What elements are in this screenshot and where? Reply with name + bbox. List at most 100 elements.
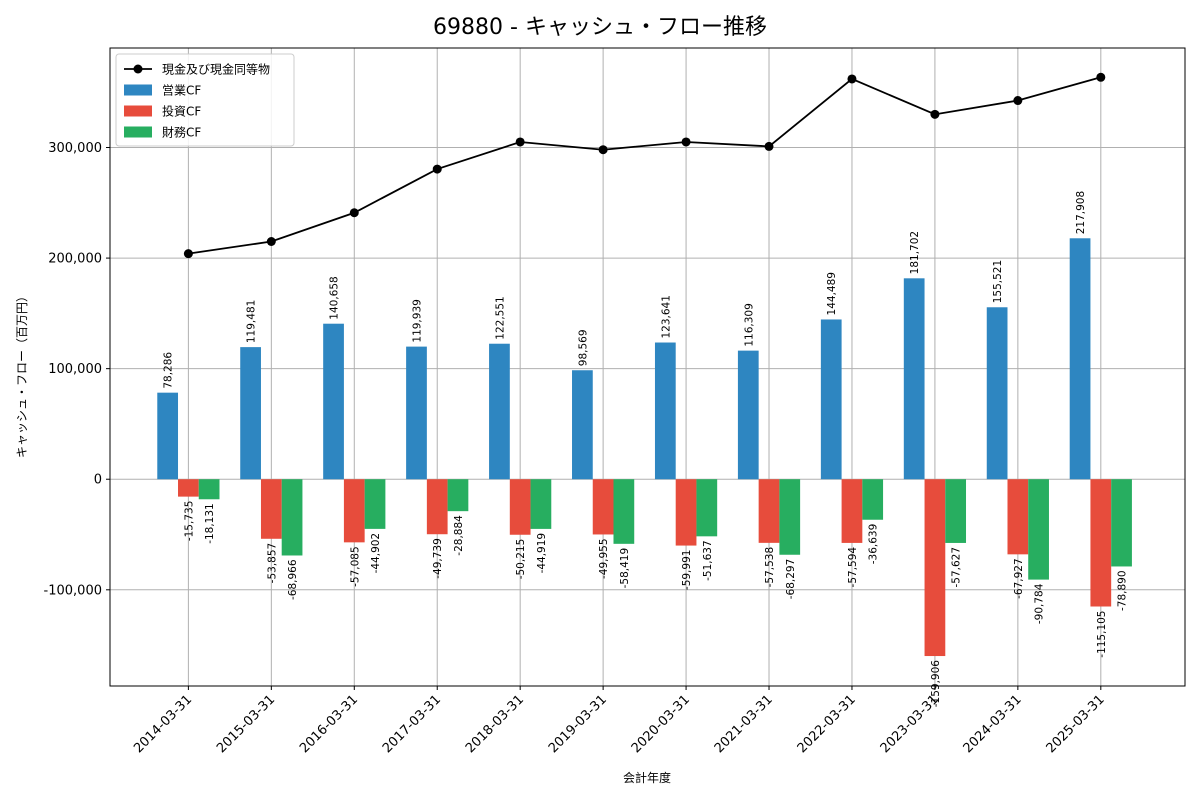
line-point-2022-03-31 bbox=[847, 74, 857, 84]
bar-投資CF-2017-03-31 bbox=[426, 479, 448, 535]
data-label: -49,739 bbox=[432, 538, 444, 579]
data-label: -28,884 bbox=[453, 515, 465, 556]
line-point-2018-03-31 bbox=[515, 137, 525, 147]
x-tick-label: 2018-03-31 bbox=[463, 692, 527, 756]
data-label: -59,991 bbox=[681, 550, 693, 591]
bar-営業CF-2024-03-31 bbox=[986, 307, 1008, 480]
line-point-2016-03-31 bbox=[349, 208, 359, 218]
line-point-2023-03-31 bbox=[930, 109, 940, 119]
line-point-2025-03-31 bbox=[1096, 72, 1106, 82]
cash-line bbox=[183, 72, 1106, 259]
bar-投資CF-2015-03-31 bbox=[260, 479, 282, 539]
data-label: -159,906 bbox=[930, 660, 942, 708]
data-label: -115,105 bbox=[1096, 611, 1108, 658]
bar-営業CF-2021-03-31 bbox=[737, 350, 759, 480]
bar-営業CF-2017-03-31 bbox=[406, 346, 427, 480]
data-label: -51,637 bbox=[702, 540, 714, 581]
grid bbox=[110, 48, 1185, 686]
bar-投資CF-2021-03-31 bbox=[758, 479, 780, 543]
data-label: 181,702 bbox=[909, 231, 921, 274]
data-label: 116,309 bbox=[743, 303, 755, 346]
bar-営業CF-2018-03-31 bbox=[489, 343, 510, 480]
bar-投資CF-2024-03-31 bbox=[1007, 479, 1029, 555]
data-label: -90,784 bbox=[1034, 583, 1046, 624]
data-label: 123,641 bbox=[660, 295, 672, 338]
bar-投資CF-2023-03-31 bbox=[924, 479, 946, 657]
data-label: -78,890 bbox=[1117, 570, 1129, 611]
bar-財務CF-2024-03-31 bbox=[1028, 479, 1049, 580]
data-label: 155,521 bbox=[992, 260, 1004, 303]
bar-財務CF-2021-03-31 bbox=[779, 479, 801, 555]
bar-投資CF-2022-03-31 bbox=[841, 479, 863, 543]
data-label: 144,489 bbox=[826, 272, 838, 315]
x-tick-label: 2022-03-31 bbox=[795, 692, 859, 756]
x-tick-label: 2020-03-31 bbox=[629, 692, 693, 756]
data-label: -50,215 bbox=[515, 539, 527, 580]
y-tick-label: 100,000 bbox=[48, 362, 102, 377]
y-tick-label: -100,000 bbox=[44, 583, 102, 598]
data-label: -58,419 bbox=[619, 548, 631, 589]
y-tick-label: 0 bbox=[94, 473, 102, 488]
data-label: -57,594 bbox=[847, 547, 859, 588]
bar-営業CF-2019-03-31 bbox=[572, 370, 593, 480]
line-point-2020-03-31 bbox=[681, 137, 691, 147]
bar-投資CF-2016-03-31 bbox=[343, 479, 365, 543]
bar-財務CF-2016-03-31 bbox=[364, 479, 386, 529]
x-tick-label: 2016-03-31 bbox=[297, 692, 361, 756]
bar-財務CF-2014-03-31 bbox=[198, 479, 220, 500]
plot-frame bbox=[109, 47, 1186, 687]
data-label: -53,857 bbox=[266, 543, 278, 584]
x-tick-label: 2017-03-31 bbox=[380, 692, 444, 756]
data-label: -44,919 bbox=[536, 533, 548, 574]
bar-投資CF-2025-03-31 bbox=[1090, 479, 1112, 607]
bar-投資CF-2018-03-31 bbox=[509, 479, 531, 535]
bar-投資CF-2020-03-31 bbox=[675, 479, 697, 546]
data-label: 119,481 bbox=[246, 300, 258, 343]
x-tick-label: 2025-03-31 bbox=[1044, 692, 1108, 756]
bar-営業CF-2016-03-31 bbox=[323, 323, 344, 480]
line-point-2015-03-31 bbox=[266, 237, 276, 247]
legend-swatch bbox=[124, 105, 152, 117]
data-label: 98,569 bbox=[577, 329, 589, 366]
line-point-2017-03-31 bbox=[432, 164, 442, 174]
bar-財務CF-2018-03-31 bbox=[530, 479, 552, 529]
data-label: -68,297 bbox=[785, 559, 797, 600]
x-tick-label: 2021-03-31 bbox=[712, 692, 776, 756]
bar-投資CF-2019-03-31 bbox=[592, 479, 614, 535]
bar-財務CF-2020-03-31 bbox=[696, 479, 718, 537]
legend-label: 営業CF bbox=[162, 84, 201, 98]
bar-営業CF-2025-03-31 bbox=[1069, 238, 1091, 480]
bar-投資CF-2014-03-31 bbox=[178, 479, 199, 497]
legend-box bbox=[115, 53, 295, 147]
bar-営業CF-2014-03-31 bbox=[157, 392, 179, 480]
bar-財務CF-2019-03-31 bbox=[613, 479, 635, 544]
bar-営業CF-2015-03-31 bbox=[240, 347, 261, 480]
data-label: 122,551 bbox=[494, 296, 506, 339]
bars bbox=[157, 238, 1132, 657]
y-tick-label: 200,000 bbox=[48, 252, 102, 267]
data-label: -67,927 bbox=[1013, 558, 1025, 599]
data-label: -49,955 bbox=[598, 538, 610, 579]
legend-label: 投資CF bbox=[162, 104, 201, 119]
legend-swatch bbox=[124, 126, 152, 138]
data-label: -36,639 bbox=[868, 524, 880, 565]
bar-営業CF-2020-03-31 bbox=[654, 342, 676, 480]
data-label: 217,908 bbox=[1075, 191, 1087, 234]
bar-財務CF-2023-03-31 bbox=[945, 479, 967, 543]
data-label: -57,085 bbox=[349, 546, 361, 587]
data-label: -68,966 bbox=[287, 559, 299, 600]
y-axis-label: キャッシュ・フロー（百万円） bbox=[15, 290, 29, 458]
x-tick-label: 2023-03-31 bbox=[878, 692, 942, 756]
x-tick-label: 2015-03-31 bbox=[214, 692, 278, 756]
x-tick-label: 2024-03-31 bbox=[961, 692, 1025, 756]
line-現金及び現金同等物 bbox=[188, 76, 1102, 255]
data-label: -57,627 bbox=[951, 547, 963, 588]
line-point-2019-03-31 bbox=[598, 145, 608, 155]
x-axis-label: 会計年度 bbox=[623, 770, 671, 785]
line-point-2014-03-31 bbox=[183, 249, 193, 259]
legend-marker bbox=[133, 64, 143, 74]
legend-swatch bbox=[124, 84, 152, 96]
data-label: 140,658 bbox=[329, 276, 341, 319]
data-labels: 78,286 119,481 140,658 119,939 122,551 98,569… bbox=[163, 191, 1129, 707]
